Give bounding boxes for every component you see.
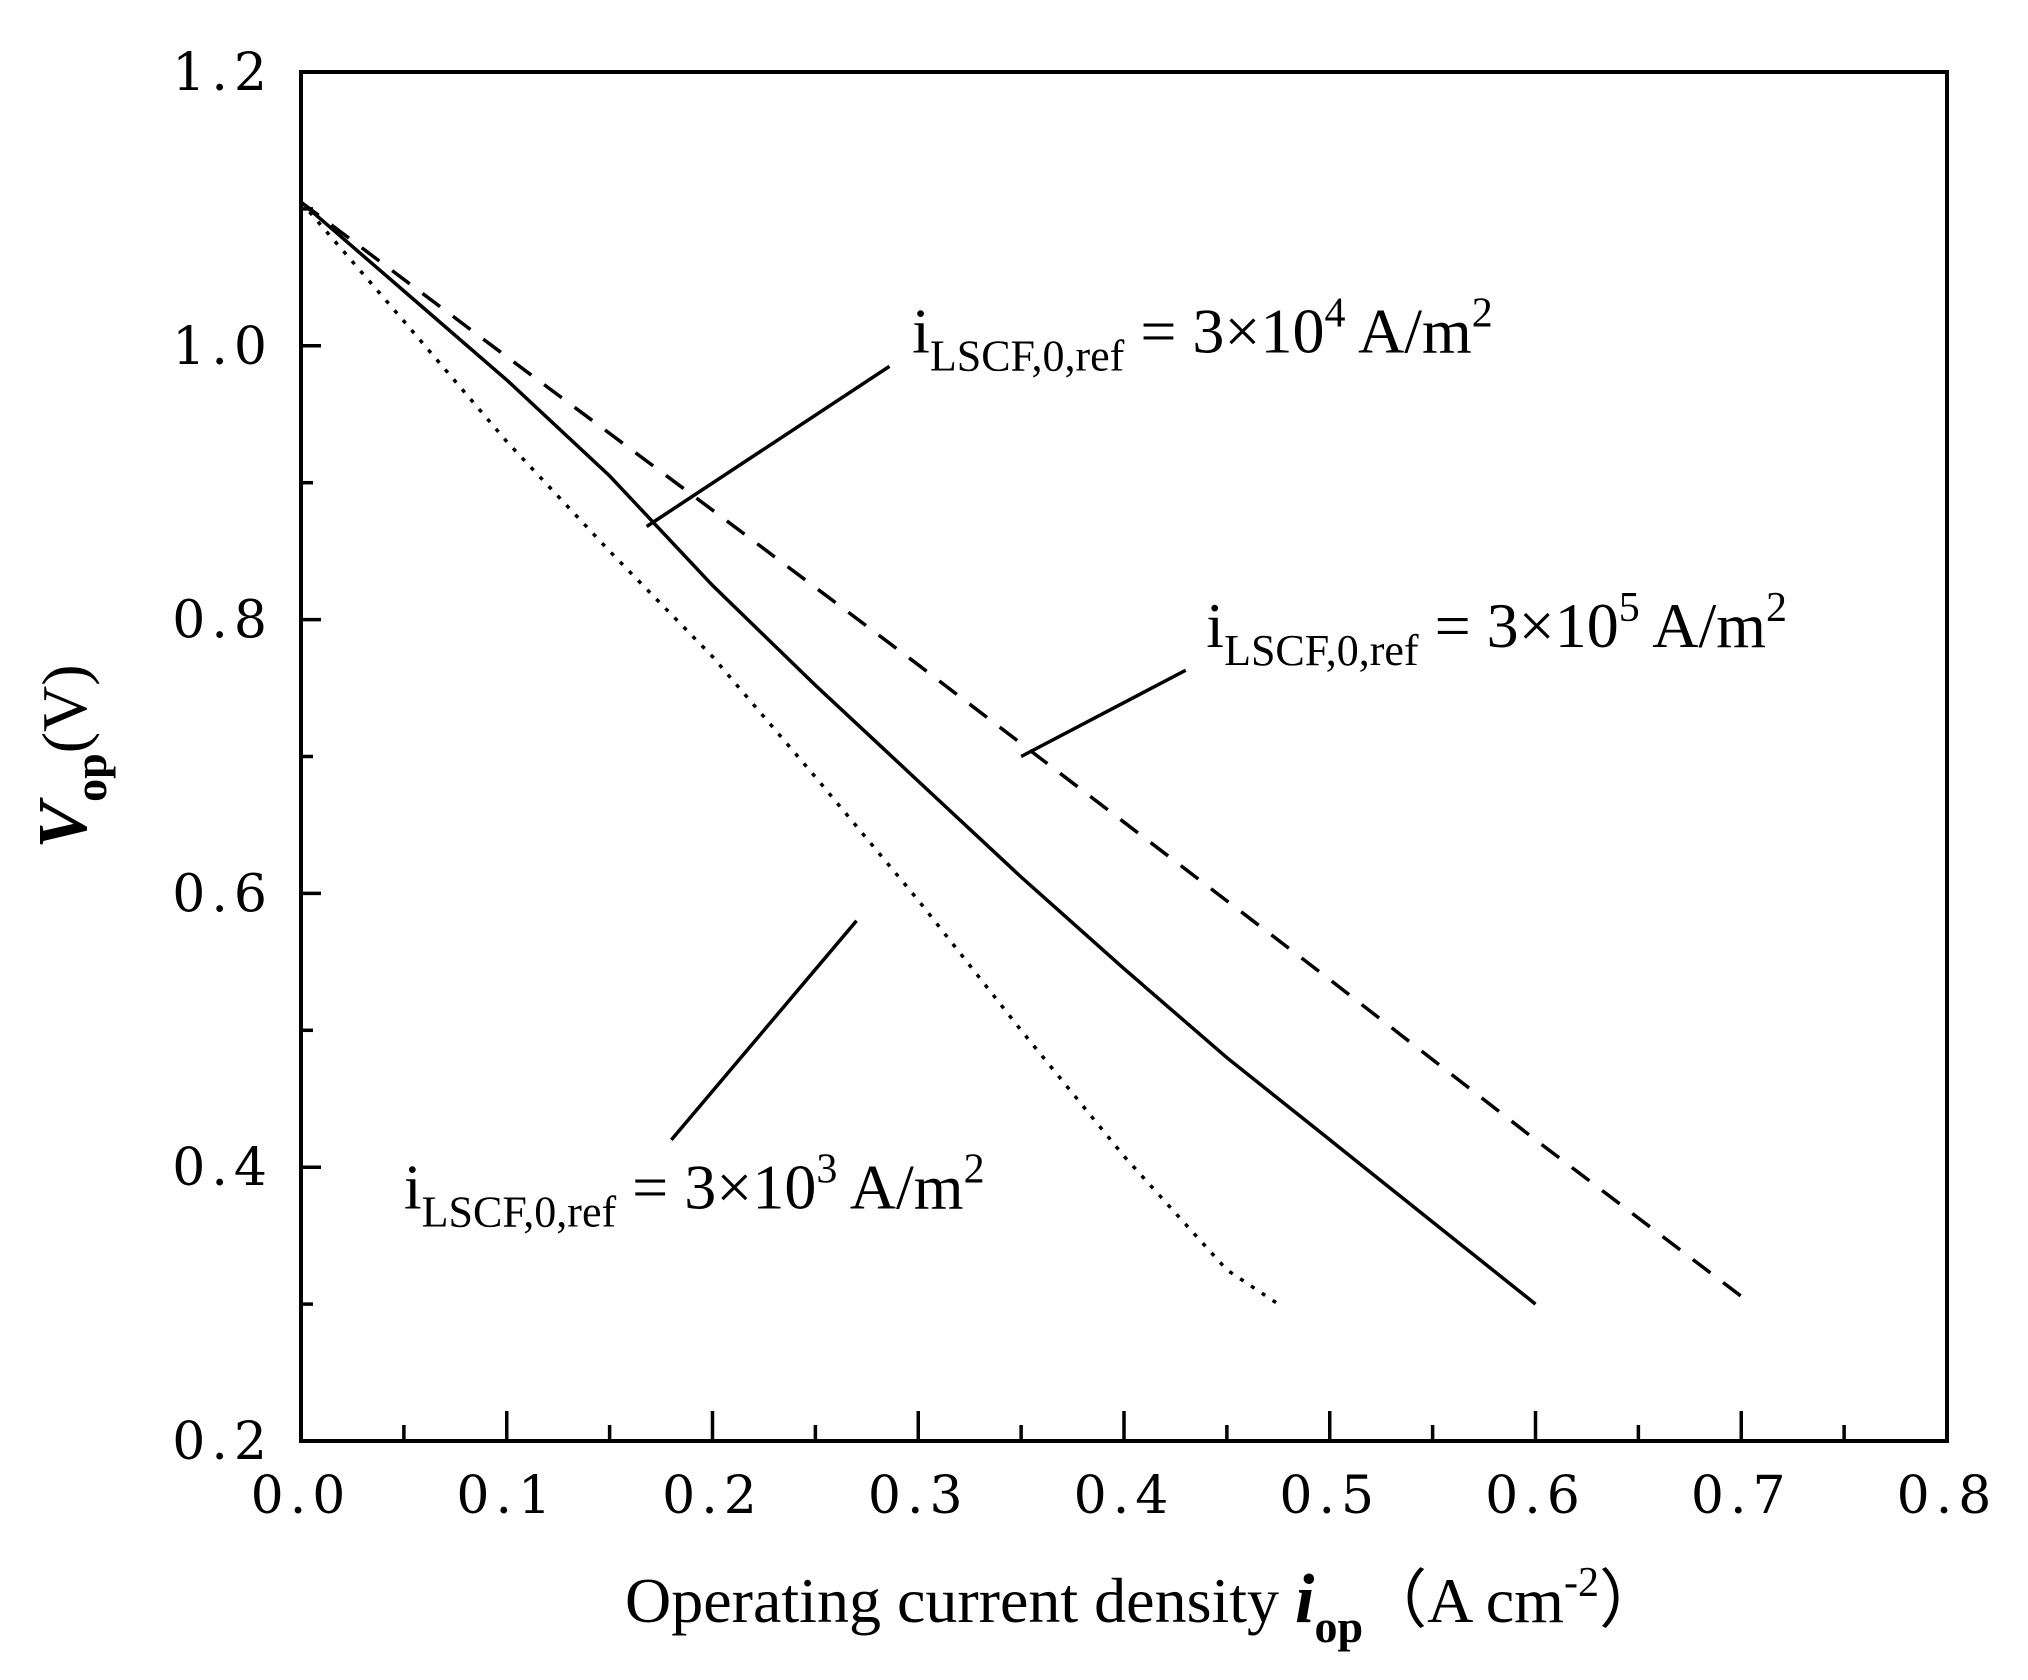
y-tick-label: 0.6 <box>172 864 273 924</box>
x-tick-label: 0.5 <box>1279 1466 1380 1526</box>
x-tick-label: 0.1 <box>456 1466 557 1526</box>
annotation-unit: A/m <box>1346 296 1472 367</box>
series-line-dotted <box>299 200 1280 1306</box>
annotation-exponent: 5 <box>1619 585 1640 631</box>
x-axis-title-unit-exponent: -2 <box>1564 1560 1599 1606</box>
annotation-unit: A/m <box>1640 590 1766 661</box>
annotation-exponent: 4 <box>1325 291 1346 337</box>
series-line-solid <box>299 200 1537 1306</box>
x-tick-label: 0.0 <box>251 1466 352 1526</box>
annotation-equation: = 3×10 <box>616 1151 816 1222</box>
annotation-leader-line <box>670 919 858 1141</box>
labels-layer: 0.0 0.1 0.2 0.3 0.4 0.5 0.6 0.7 0.8 0.2 0.4 0.6 0.8 1… <box>25 43 1998 1652</box>
x-axis-title: Operating current density iop（A cm-2） <box>625 1560 1663 1652</box>
y-tick-label: 0.4 <box>172 1138 273 1198</box>
axes-layer <box>299 70 1949 1443</box>
y-axis-title-variable: V <box>25 797 102 849</box>
x-tick-label: 0.2 <box>662 1466 763 1526</box>
y-tick-label: 0.8 <box>172 591 273 651</box>
annotation-subscript: LSCF,0,ref <box>930 332 1125 381</box>
annotation-unit: A/m <box>837 1151 963 1222</box>
y-axis-title: Vop(V) <box>25 664 116 848</box>
y-tick-label: 0.2 <box>172 1412 273 1472</box>
annotation-leader-line <box>1020 668 1187 759</box>
annotation-subscript: LSCF,0,ref <box>422 1187 617 1236</box>
y-axis-title-unit: (V) <box>29 664 100 753</box>
annotation-subscript: LSCF,0,ref <box>1224 626 1419 675</box>
annotation-exponent: 3 <box>816 1146 837 1192</box>
annotation-unit-exponent: 2 <box>1766 585 1787 631</box>
y-tick-label: 1.2 <box>172 43 273 103</box>
series-layer <box>299 200 1753 1306</box>
x-axis-title-text: Operating current density <box>625 1565 1295 1636</box>
x-tick-label: 0.4 <box>1074 1466 1175 1526</box>
annotation-label: iLSCF,0,ref = 3×105 A/m2 <box>1206 585 1787 675</box>
annotation-unit-exponent: 2 <box>964 1146 985 1192</box>
x-tick-label: 0.3 <box>868 1466 969 1526</box>
x-axis-title-subscript: op <box>1314 1601 1363 1652</box>
y-tick-label: 1.0 <box>172 317 273 377</box>
annotation-unit-exponent: 2 <box>1472 291 1493 337</box>
annotation-leader-line <box>645 364 891 528</box>
annotation-variable: i <box>404 1151 422 1222</box>
x-axis-title-unit-suffix: ） <box>1599 1565 1663 1636</box>
annotation-label: iLSCF,0,ref = 3×104 A/m2 <box>912 291 1493 381</box>
annotation-variable: i <box>912 296 930 367</box>
annotation-equation: = 3×10 <box>1419 590 1619 661</box>
annotation-label: iLSCF,0,ref = 3×103 A/m2 <box>404 1146 985 1236</box>
annotation-equation: = 3×10 <box>1124 296 1324 367</box>
x-tick-label: 0.7 <box>1691 1466 1792 1526</box>
x-axis-title-variable: i <box>1295 1561 1315 1638</box>
y-axis-title-subscript: op <box>65 753 116 802</box>
x-tick-label: 0.8 <box>1897 1466 1998 1526</box>
annotation-variable: i <box>1206 590 1224 661</box>
x-tick-label: 0.6 <box>1485 1466 1586 1526</box>
x-axis-title-unit: （A cm <box>1363 1565 1564 1636</box>
